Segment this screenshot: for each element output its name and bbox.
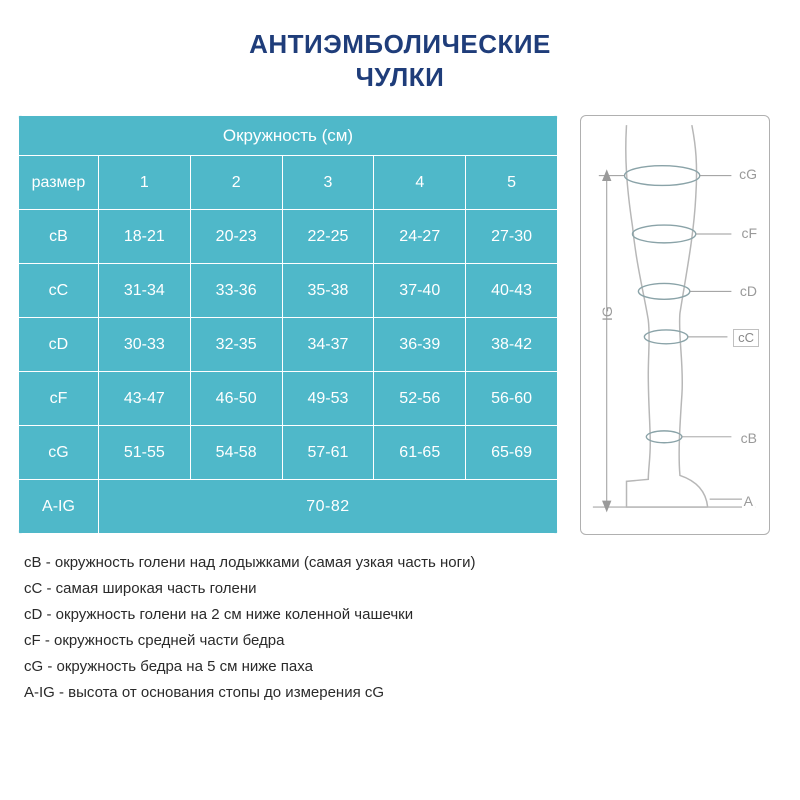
label-cC: cC — [738, 330, 754, 345]
definition-text: - окружность средней части бедра — [45, 632, 285, 649]
size-col-4: 4 — [374, 156, 466, 210]
table-row: cF43-4746-5049-5352-5656-60 — [19, 372, 558, 426]
table-cell: 38-42 — [466, 318, 558, 372]
label-cF: cF — [739, 225, 759, 241]
definition-code: cC — [24, 580, 42, 597]
table-cell: 18-21 — [98, 210, 190, 264]
definition-code: cB — [24, 554, 42, 571]
page-title: АНТИЭМБОЛИЧЕСКИЕ ЧУЛКИ — [0, 0, 800, 115]
table-cell: 51-55 — [98, 426, 190, 480]
definition-line: cC - самая широкая часть голени — [24, 577, 776, 601]
definition-text: - высота от основания стопы до измерения… — [59, 684, 384, 701]
table-cell: 61-65 — [374, 426, 466, 480]
size-table: Окружность (см) размер 1 2 3 4 5 cB18-21… — [18, 115, 558, 534]
definition-line: cF - окружность средней части бедра — [24, 629, 776, 653]
ig-arrow — [599, 171, 625, 511]
label-cB: cB — [739, 430, 759, 446]
table-cell: 43-47 — [98, 372, 190, 426]
table-cell: 34-37 — [282, 318, 374, 372]
label-A: A — [742, 493, 755, 509]
title-line-2: ЧУЛКИ — [0, 61, 800, 94]
definitions-block: cB - окружность голени над лодыжками (са… — [0, 535, 800, 705]
definition-line: A-IG - высота от основания стопы до изме… — [24, 681, 776, 705]
row-code: cC — [19, 264, 99, 318]
label-cD: cD — [738, 283, 759, 299]
table-head-row: размер 1 2 3 4 5 — [19, 156, 558, 210]
table-row: cC31-3433-3635-3837-4040-43 — [19, 264, 558, 318]
definition-code: cF — [24, 632, 41, 649]
definition-text: - окружность бедра на 5 см ниже паха — [47, 658, 313, 675]
rowhead-label: размер — [19, 156, 99, 210]
table-cell: 30-33 — [98, 318, 190, 372]
row-code: cG — [19, 426, 99, 480]
definition-code: A-IG — [24, 684, 55, 701]
table-cell: 56-60 — [466, 372, 558, 426]
table-super-header: Окружность (см) — [19, 116, 558, 156]
title-line-1: АНТИЭМБОЛИЧЕСКИЕ — [0, 28, 800, 61]
row-code: cF — [19, 372, 99, 426]
table-row-aig: A-IG70-82 — [19, 480, 558, 534]
table-cell: 22-25 — [282, 210, 374, 264]
table-row: cB18-2120-2322-2524-2727-30 — [19, 210, 558, 264]
table-cell: 35-38 — [282, 264, 374, 318]
definition-code: cG — [24, 658, 43, 675]
table-row: cG51-5554-5857-6161-6565-69 — [19, 426, 558, 480]
definition-text: - самая широкая часть голени — [47, 580, 257, 597]
table-cell: 27-30 — [466, 210, 558, 264]
size-col-1: 1 — [98, 156, 190, 210]
table-cell: 32-35 — [190, 318, 282, 372]
table-cell: 36-39 — [374, 318, 466, 372]
definition-line: cB - окружность голени над лодыжками (са… — [24, 551, 776, 575]
table-cell: 52-56 — [374, 372, 466, 426]
row-code-aig: A-IG — [19, 480, 99, 534]
table-cell: 46-50 — [190, 372, 282, 426]
label-cG: cG — [737, 166, 759, 182]
table-cell: 31-34 — [98, 264, 190, 318]
table-cell: 65-69 — [466, 426, 558, 480]
table-cell: 57-61 — [282, 426, 374, 480]
row-code: cD — [19, 318, 99, 372]
row-code: cB — [19, 210, 99, 264]
table-cell: 37-40 — [374, 264, 466, 318]
size-col-2: 2 — [190, 156, 282, 210]
definition-line: cG - окружность бедра на 5 см ниже паха — [24, 655, 776, 679]
table-cell: 40-43 — [466, 264, 558, 318]
content-row: Окружность (см) размер 1 2 3 4 5 cB18-21… — [0, 115, 800, 535]
definition-code: cD — [24, 606, 42, 623]
table-cell: 49-53 — [282, 372, 374, 426]
size-col-3: 3 — [282, 156, 374, 210]
label-IG: IG — [599, 306, 615, 321]
table-cell: 33-36 — [190, 264, 282, 318]
leg-diagram: cG cF cD cC cB A IG — [580, 115, 770, 535]
measurement-rings — [625, 166, 700, 443]
definition-text: - окружность голени на 2 см ниже коленно… — [47, 606, 414, 623]
label-cC-box: cC — [733, 329, 759, 347]
definition-line: cD - окружность голени на 2 см ниже коле… — [24, 603, 776, 627]
table-cell: 24-27 — [374, 210, 466, 264]
table-row: cD30-3332-3534-3736-3938-42 — [19, 318, 558, 372]
aig-value: 70-82 — [98, 480, 557, 534]
size-col-5: 5 — [466, 156, 558, 210]
table-cell: 20-23 — [190, 210, 282, 264]
table-cell: 54-58 — [190, 426, 282, 480]
definition-text: - окружность голени над лодыжками (самая… — [46, 554, 476, 571]
leg-outline — [593, 125, 755, 507]
